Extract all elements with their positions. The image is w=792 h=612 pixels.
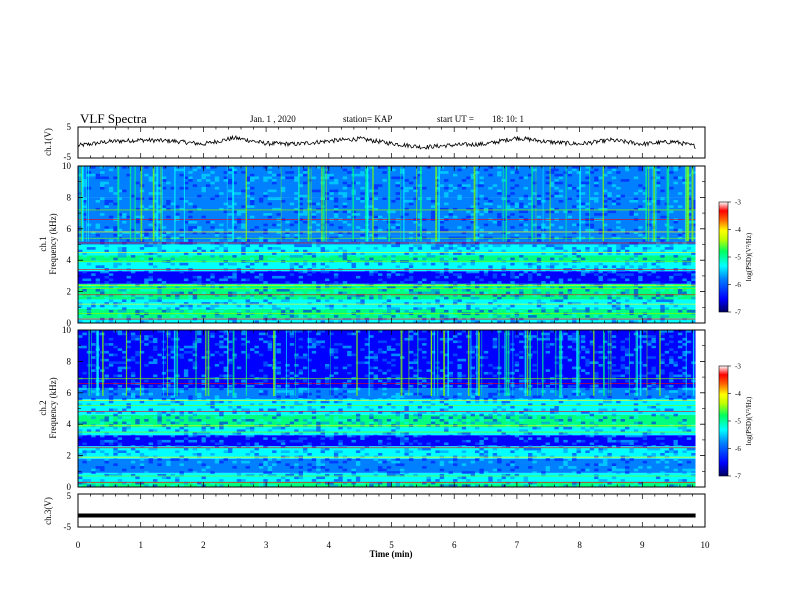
freq-tick-label: 10 xyxy=(62,325,72,335)
ch1-spectrogram-image xyxy=(78,166,705,324)
ch1-ytick-bottom: -5 xyxy=(64,152,72,162)
time-tick-label: 2 xyxy=(201,540,206,550)
ch1-voltage-panel: 5 -5 ch.1(V) xyxy=(43,122,706,162)
spectrogram-band xyxy=(78,235,696,245)
ch2-spectrogram-image xyxy=(78,330,705,488)
header-start-time: 18: 10: 1 xyxy=(492,114,524,124)
time-tick-label: 8 xyxy=(577,540,582,550)
spectrogram-band xyxy=(78,427,696,436)
ch3-voltage-panel: 5 -5 ch.3(V) xyxy=(43,491,706,532)
time-axis-labels: 0 1 2 3 4 5 6 7 8 9 10 xyxy=(76,540,710,550)
spectrogram-band xyxy=(78,244,696,256)
time-tick-label: 1 xyxy=(138,540,143,550)
time-tick-label: 9 xyxy=(640,540,645,550)
colorbar-tick-label: -4 xyxy=(735,226,741,234)
ch1-spectrogram-ylabel: ch.1 xyxy=(38,236,48,251)
spectrogram-band xyxy=(78,261,696,272)
colorbar-tick-label: -6 xyxy=(735,445,741,453)
header-date: Jan. 1 , 2020 xyxy=(250,114,296,124)
ch2-frequency-ylabel: Frequency (kHz) xyxy=(48,377,58,438)
colorbar-tick-label: -7 xyxy=(735,309,741,317)
ch2-spectrogram-ylabel: ch.2 xyxy=(38,400,48,415)
spectrogram-band xyxy=(78,318,696,323)
freq-tick-label: 2 xyxy=(67,287,72,297)
freq-tick-label: 0 xyxy=(67,482,72,492)
ch1-voltage-ylabel: ch.1(V) xyxy=(43,128,53,156)
header-station: station= KAP xyxy=(343,114,392,124)
ch1-colorbar-gradient xyxy=(718,201,729,313)
freq-tick-label: 4 xyxy=(67,255,72,265)
spectrogram-band xyxy=(78,482,696,487)
colorbar-tick-label: -4 xyxy=(735,390,741,398)
ch3-voltage-ylabel: ch.3(V) xyxy=(43,497,53,525)
ch1-colorbar-label: log(PSD)(V²/Hz) xyxy=(745,232,753,281)
colorbar-tick-label: -5 xyxy=(735,254,741,262)
freq-tick-label: 10 xyxy=(62,161,72,171)
spectrogram-band xyxy=(78,435,696,447)
time-tick-label: 5 xyxy=(389,540,394,550)
ch1-colorbar: -3 -4 -5 -6 -7 log(PSD)(V²/Hz) xyxy=(718,199,753,317)
colorbar-tick-label: -6 xyxy=(735,281,741,289)
time-tick-label: 4 xyxy=(327,540,332,550)
freq-tick-label: 6 xyxy=(67,388,72,398)
ch1-ytick-top: 5 xyxy=(67,122,72,132)
time-tick-label: 6 xyxy=(452,540,457,550)
colorbar-tick-label: -5 xyxy=(735,418,741,426)
ch2-spectrogram-panel: 0 2 4 6 8 10 ch.2 Frequency (kHz) xyxy=(38,325,706,492)
ch1-voltage-trace xyxy=(77,134,696,150)
freq-tick-label: 8 xyxy=(67,192,72,202)
freq-tick-label: 8 xyxy=(67,356,72,366)
ch3-ytick-top: 5 xyxy=(67,491,72,501)
time-tick-label: 7 xyxy=(515,540,520,550)
freq-tick-label: 6 xyxy=(67,224,72,234)
time-axis-label: Time (min) xyxy=(369,549,412,559)
freq-tick-label: 2 xyxy=(67,451,72,461)
time-axis-ticks xyxy=(77,127,706,527)
time-tick-label: 10 xyxy=(701,540,711,550)
ch1-frequency-ylabel: Frequency (kHz) xyxy=(48,213,58,274)
ch1-spectrogram-panel: 0 2 4 6 8 10 ch.1 Frequency (kHz) xyxy=(38,161,706,328)
ch2-colorbar-gradient xyxy=(718,365,729,477)
colorbar-tick-label: -3 xyxy=(735,199,741,207)
ch3-ytick-bottom: -5 xyxy=(64,522,72,532)
colorbar-tick-label: -3 xyxy=(735,363,741,371)
freq-tick-label: 0 xyxy=(67,318,72,328)
colorbar-tick-label: -7 xyxy=(735,473,741,481)
spectrogram-band xyxy=(78,255,696,262)
freq-tick-label: 4 xyxy=(67,419,72,429)
ch2-colorbar-label: log(PSD)(V²/Hz) xyxy=(745,396,753,445)
chart-title: VLF Spectra xyxy=(80,111,147,126)
time-tick-label: 0 xyxy=(76,540,81,550)
time-tick-label: 3 xyxy=(264,540,269,550)
ch2-colorbar: -3 -4 -5 -6 -7 log(PSD)(V²/Hz) xyxy=(718,363,753,481)
header-start-label: start UT = xyxy=(437,114,474,124)
